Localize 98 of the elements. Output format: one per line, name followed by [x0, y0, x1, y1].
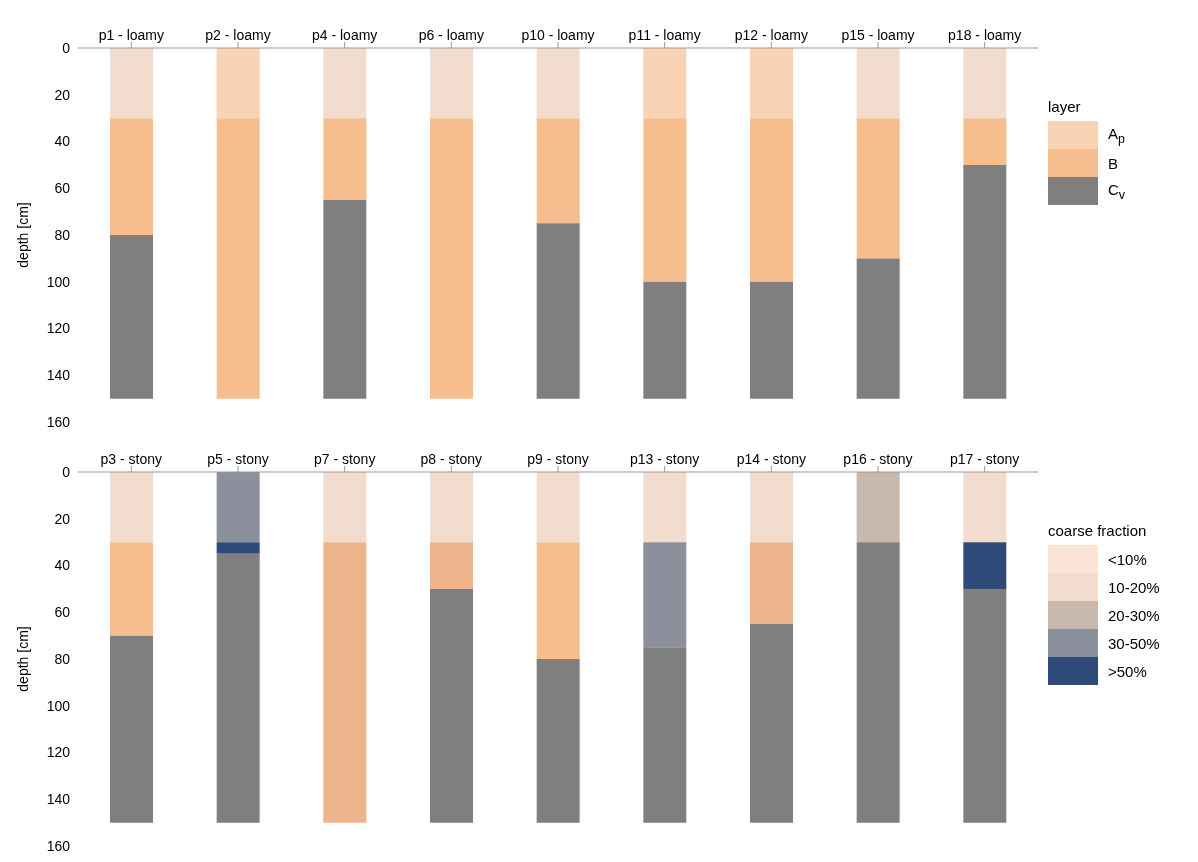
x-tick-label: p7 - stony	[313, 451, 376, 467]
y-tick-label: 80	[54, 226, 71, 243]
y-tick-label: 20	[54, 86, 71, 103]
bar	[110, 118, 153, 235]
y-tick-label: 0	[62, 463, 71, 480]
bar	[750, 472, 793, 543]
bar	[963, 164, 1007, 399]
bar	[750, 118, 793, 282]
bar	[430, 118, 473, 399]
x-tick-label: p17 - stony	[950, 451, 1020, 467]
x-tick-label: p12 - loamy	[734, 27, 808, 43]
legend-label: A$_{p}$	[1108, 124, 1125, 146]
bar	[536, 659, 580, 823]
y-tick-label: 120	[46, 744, 71, 761]
bar	[750, 281, 793, 399]
x-tick-label: p5 - stony	[207, 451, 269, 467]
x-tick-label: p9 - stony	[527, 451, 589, 467]
y-tick-label: 120	[46, 320, 71, 337]
bar	[536, 472, 580, 543]
bar	[110, 48, 153, 119]
bar	[856, 48, 900, 119]
x-tick-label: p16 - stony	[843, 451, 913, 467]
legend-label: 20-30%	[1108, 606, 1160, 624]
legend-label: <10%	[1108, 550, 1147, 568]
y-tick-label: 140	[46, 791, 71, 808]
bar	[643, 472, 687, 543]
bar	[643, 281, 687, 399]
x-tick-label: p10 - loamy	[521, 27, 595, 43]
y-tick-label: 40	[54, 557, 71, 574]
bar	[963, 48, 1007, 119]
y-tick-label: 100	[46, 273, 71, 290]
bar	[216, 118, 260, 399]
legend-title: layer	[1048, 98, 1082, 115]
bar	[323, 48, 367, 119]
legend-label: C$_{v}$	[1108, 180, 1126, 202]
legend-label: 30-50%	[1108, 634, 1160, 652]
bar	[430, 588, 473, 823]
x-tick-label: p2 - loamy	[205, 27, 271, 43]
x-tick-label: p15 - loamy	[841, 27, 915, 43]
y-tick-label: 60	[54, 604, 71, 621]
bar	[536, 542, 580, 659]
bar	[643, 48, 687, 119]
legend-label: B	[1108, 154, 1119, 172]
bar	[963, 588, 1007, 823]
x-tick-label: p18 - loamy	[948, 27, 1022, 43]
x-tick-label: p3 - stony	[100, 451, 163, 467]
legend-label: >50%	[1108, 662, 1147, 680]
bar	[216, 472, 260, 543]
x-tick-label: p1 - loamy	[98, 27, 165, 43]
bar	[856, 542, 900, 823]
bar	[216, 48, 260, 119]
y-tick-label: 60	[54, 180, 71, 197]
y-axis-title: depth [cm]	[14, 202, 31, 268]
bar	[430, 542, 473, 589]
x-tick-label: p6 - loamy	[418, 27, 485, 43]
y-tick-label: 160	[46, 413, 71, 430]
bar	[856, 472, 900, 543]
x-tick-label: p8 - stony	[420, 451, 483, 467]
bar	[430, 48, 473, 119]
bar	[536, 223, 580, 399]
bar	[643, 647, 687, 823]
bar	[536, 118, 580, 224]
y-tick-label: 20	[54, 510, 71, 527]
bar	[323, 118, 367, 200]
bar	[643, 542, 687, 648]
bar	[750, 542, 793, 624]
bar	[536, 48, 580, 119]
bar	[963, 542, 1007, 589]
legend-label: 10-20%	[1108, 578, 1160, 596]
bar	[110, 542, 153, 636]
x-tick-label: p4 - loamy	[311, 27, 378, 43]
bar	[216, 553, 260, 823]
y-tick-label: 0	[62, 39, 71, 56]
y-tick-label: 100	[46, 697, 71, 714]
bar	[323, 542, 367, 823]
bar	[430, 472, 473, 543]
bar	[110, 635, 153, 823]
x-tick-label: p11 - loamy	[628, 27, 701, 43]
bar	[750, 623, 793, 823]
bar	[643, 118, 687, 282]
bar	[110, 235, 153, 399]
legend-title: coarse fraction	[1048, 522, 1148, 539]
y-tick-label: 40	[54, 133, 71, 150]
bar	[216, 542, 260, 554]
x-tick-label: p14 - stony	[736, 451, 806, 467]
bar	[323, 472, 367, 543]
bar	[963, 472, 1007, 543]
y-tick-label: 140	[46, 367, 71, 384]
bar	[856, 258, 900, 399]
bar	[856, 118, 900, 259]
x-tick-label: p13 - stony	[630, 451, 700, 467]
bar	[323, 199, 367, 399]
y-tick-label: 160	[46, 837, 71, 854]
bar	[750, 48, 793, 119]
y-axis-title: depth [cm]	[14, 626, 31, 692]
bar	[963, 118, 1007, 165]
bar	[110, 472, 153, 543]
y-tick-label: 80	[54, 650, 71, 667]
